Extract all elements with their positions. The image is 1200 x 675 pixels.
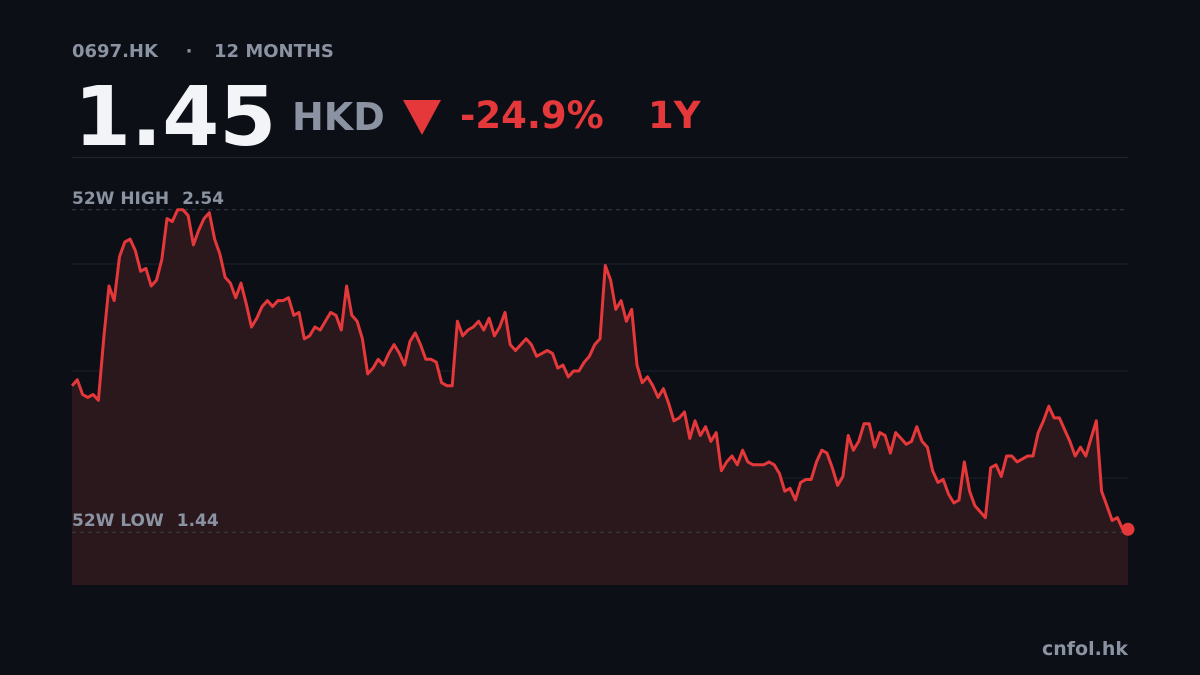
high-value: 2.54: [182, 189, 224, 209]
currency: HKD: [292, 95, 385, 139]
low-label-text: 52W LOW: [72, 511, 164, 531]
plot: 52W HIGH 2.54 52W LOW 1.44: [70, 189, 1135, 586]
separator: ·: [186, 41, 193, 62]
low-label: 52W LOW 1.44: [72, 511, 219, 531]
high-label-text: 52W HIGH: [72, 189, 169, 209]
range: 1Y: [648, 94, 702, 137]
high-label: 52W HIGH 2.54: [72, 189, 224, 209]
price: 1.45: [74, 70, 276, 165]
change: -24.9%: [460, 94, 604, 137]
last-point: [1121, 522, 1135, 536]
down-arrow: [403, 100, 441, 135]
period: 12 MONTHS: [214, 41, 334, 62]
ticker: 0697.HK: [72, 41, 159, 62]
source: cnfol.hk: [1042, 638, 1128, 660]
low-value: 1.44: [177, 511, 219, 531]
area: [72, 209, 1128, 586]
price-line: [70, 208, 1128, 531]
